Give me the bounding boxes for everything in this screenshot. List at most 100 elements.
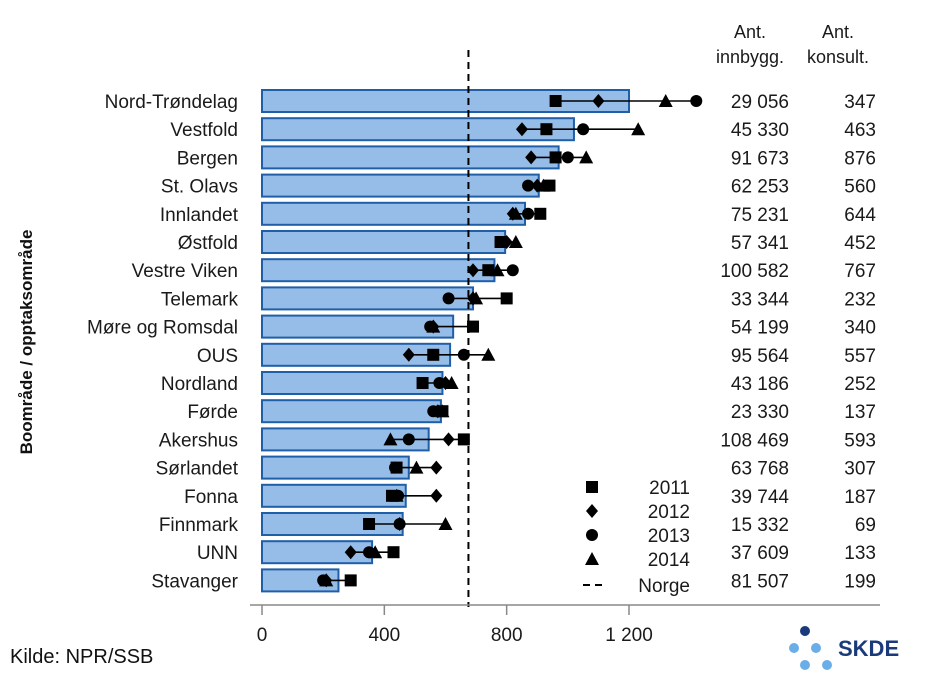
bar-6 — [261, 258, 496, 283]
marker-2014-9 — [481, 347, 496, 361]
marker-2014-12 — [383, 432, 398, 446]
marker-2012-2 — [525, 150, 538, 165]
y-axis-label: Boområde / opptaksområde — [17, 230, 36, 455]
marker-2013-7 — [442, 292, 455, 305]
bar-10 — [261, 371, 444, 395]
legend: 2011 2012 2013 2014 Norge — [583, 478, 690, 597]
x-tick-label-2: 800 — [491, 625, 523, 646]
population-value-7: 33 344 — [731, 289, 790, 310]
marker-2014-2 — [579, 150, 594, 164]
consultations-value-12: 593 — [844, 430, 876, 451]
range-line-layer — [323, 100, 697, 582]
population-value-9: 95 564 — [731, 346, 790, 367]
marker-2012-1 — [515, 122, 528, 137]
marker-2013-5 — [494, 236, 507, 248]
legend-marker-2012 — [586, 504, 598, 518]
marker-2014-11 — [435, 404, 450, 418]
category-label-13: Sørlandet — [156, 459, 239, 480]
population-value-1: 45 330 — [731, 120, 789, 141]
population-value-12: 108 469 — [720, 430, 789, 451]
consultations-value-15: 69 — [855, 515, 876, 536]
category-label-11: Førde — [187, 402, 238, 423]
x-tick-label-1: 400 — [368, 625, 400, 646]
marker-2011-4 — [534, 207, 547, 220]
consultations-value-8: 340 — [844, 318, 876, 339]
logo-dot-side — [822, 660, 832, 670]
category-label-12: Akershus — [159, 430, 238, 451]
consultations-value-14: 187 — [844, 487, 876, 508]
x-tick-label-0: 0 — [257, 625, 268, 646]
population-value-8: 54 199 — [731, 318, 789, 339]
x-axis: 0 400 800 1 200 — [250, 604, 880, 646]
category-label-10: Nordland — [161, 374, 238, 395]
legend-marker-2014 — [585, 552, 599, 565]
marker-2013-9 — [457, 348, 470, 361]
consultations-value-5: 452 — [844, 233, 876, 254]
marker-2012-16 — [344, 545, 357, 560]
marker-2013-3 — [522, 179, 535, 192]
marker-2011-8 — [467, 320, 480, 333]
marker-2013-10 — [433, 377, 446, 389]
consultations-value-1: 463 — [844, 120, 876, 141]
logo-dot-mid-left — [789, 643, 799, 653]
population-value-11: 23 330 — [731, 402, 789, 423]
population-value-0: 29 056 — [731, 92, 789, 113]
consultations-value-3: 560 — [844, 177, 876, 198]
marker-2011-1 — [540, 123, 553, 136]
marker-2013-2 — [561, 151, 574, 164]
marker-2013-13 — [389, 461, 402, 474]
marker-2014-16 — [368, 545, 383, 559]
marker-2013-11 — [427, 405, 440, 418]
marker-2014-7 — [469, 291, 484, 305]
marker-2012-14 — [430, 488, 443, 503]
marker-2012-9 — [402, 347, 415, 362]
population-header-line1: Ant. — [734, 22, 766, 42]
bar-4 — [261, 201, 527, 226]
marker-2014-0 — [658, 94, 673, 107]
marker-layer — [317, 94, 703, 588]
population-value-10: 43 186 — [731, 374, 789, 395]
consultations-value-6: 767 — [844, 261, 876, 282]
population-value-5: 57 341 — [731, 233, 789, 254]
category-label-layer: Nord-Trøndelag Vestfold Bergen St. Olavs Inn… — [87, 92, 239, 592]
category-label-8: Møre og Romsdal — [87, 318, 238, 339]
population-value-3: 62 253 — [731, 177, 789, 198]
consultations-value-11: 137 — [844, 402, 876, 423]
consultations-value-2: 876 — [844, 148, 876, 169]
logo-dot-top — [800, 626, 810, 636]
column-headers: Ant. innbygg. Ant. konsult. — [716, 22, 869, 67]
category-label-2: Bergen — [177, 148, 238, 169]
population-value-15: 15 332 — [731, 515, 789, 536]
category-label-14: Fonna — [184, 487, 238, 508]
category-label-3: St. Olavs — [161, 177, 238, 198]
category-label-6: Vestre Viken — [132, 261, 238, 282]
consultations-value-4: 644 — [844, 205, 876, 226]
marker-2014-6 — [490, 263, 505, 277]
marker-2014-3 — [536, 178, 551, 192]
bar-2 — [261, 145, 560, 170]
marker-2011-15 — [363, 518, 376, 530]
category-label-0: Nord-Trøndelag — [105, 92, 238, 113]
population-value-14: 39 744 — [731, 487, 790, 508]
marker-2011-0 — [549, 95, 562, 107]
category-label-4: Innlandet — [160, 205, 239, 226]
marker-2013-12 — [402, 433, 415, 446]
legend-marker-2013 — [586, 529, 598, 541]
legend-label-2012: 2012 — [648, 502, 690, 523]
consultations-value-13: 307 — [844, 459, 876, 480]
bar-14 — [261, 483, 407, 508]
marker-2014-5 — [508, 235, 523, 248]
bar-layer — [261, 89, 630, 593]
marker-2014-15 — [438, 517, 453, 530]
marker-2014-13 — [409, 460, 424, 474]
skde-logo: SKDE — [789, 626, 899, 670]
consultations-value-7: 232 — [844, 289, 876, 310]
population-value-13: 63 768 — [731, 459, 789, 480]
category-label-16: UNN — [197, 543, 238, 564]
marker-2014-17 — [319, 573, 334, 587]
marker-2012-0 — [592, 94, 605, 108]
marker-2013-4 — [522, 207, 535, 220]
consultations-value-17: 199 — [844, 571, 876, 592]
marker-2011-7 — [500, 292, 513, 305]
